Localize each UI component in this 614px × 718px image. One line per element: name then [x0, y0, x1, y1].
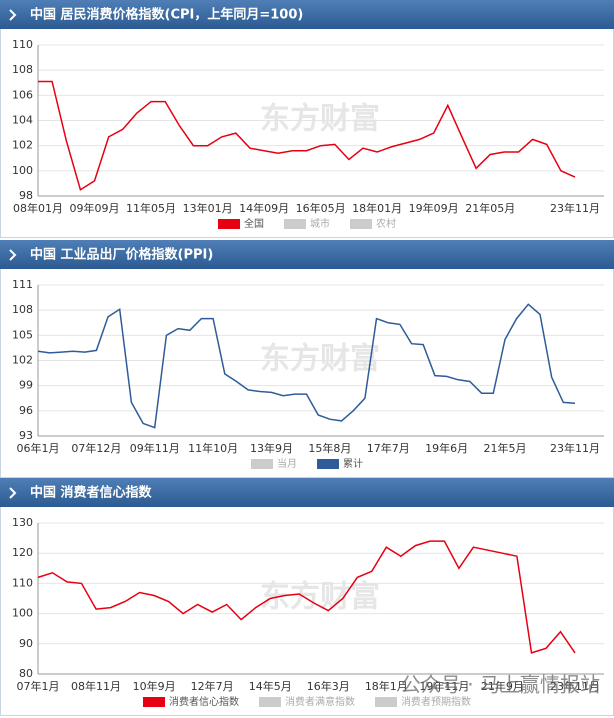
watermark: 东方财富 [260, 102, 380, 137]
panel-title: 中国 工业品出厂价格指数(PPI) [30, 247, 213, 263]
y-tick-label: 130 [12, 516, 33, 529]
x-tick-label: 17年7月 [367, 441, 410, 455]
y-tick-label: 102 [12, 139, 33, 152]
y-tick-label: 110 [12, 576, 33, 589]
x-tick-label: 15年8月 [308, 441, 351, 455]
y-tick-label: 108 [12, 303, 33, 316]
x-tick-label: 09年09月 [70, 201, 120, 215]
x-tick-label: 23年11月 [550, 201, 600, 215]
x-tick-label: 16年3月 [307, 679, 350, 693]
x-tick-label: 07年1月 [17, 679, 60, 693]
x-tick-label: 12年7月 [191, 679, 234, 693]
panel-title: 中国 消费者信心指数 [30, 485, 153, 501]
x-tick-label: 18年1月 [365, 679, 408, 693]
header-chevron [9, 249, 17, 261]
legend: 当月 累计 [251, 457, 363, 470]
legend-swatch [375, 697, 397, 707]
y-tick-label: 102 [12, 354, 33, 367]
legend-label: 当月 [277, 457, 297, 470]
y-tick-label: 96 [19, 404, 33, 417]
y-tick-label: 90 [19, 637, 33, 650]
series-line [37, 303, 576, 429]
series-line [37, 540, 576, 654]
y-tick-label: 111 [12, 278, 33, 291]
x-tick-label: 13年9月 [250, 441, 293, 455]
x-tick-label: 21年05月 [465, 201, 515, 215]
y-tick-label: 100 [12, 607, 33, 620]
legend-label: 全国 [244, 217, 264, 230]
x-tick-label: 23年11月 [550, 679, 600, 693]
panel-header [0, 240, 614, 269]
legend-swatch [218, 219, 240, 229]
panel-header [0, 0, 614, 29]
legend-label: 农村 [376, 217, 396, 230]
legend-swatch [143, 697, 165, 707]
x-tick-label: 06年1月 [17, 441, 60, 455]
x-tick-label: 10年9月 [133, 679, 176, 693]
legend-label: 消费者预期指数 [401, 695, 471, 708]
legend-label: 消费者满意指数 [285, 695, 355, 708]
y-tick-label: 100 [12, 164, 33, 177]
x-tick-label: 07年12月 [71, 441, 121, 455]
series-line [38, 80, 576, 191]
x-tick-label: 08年01月 [13, 201, 63, 215]
x-tick-label: 09年11月 [130, 441, 180, 455]
y-tick-label: 98 [19, 189, 33, 202]
legend-swatch [284, 219, 306, 229]
x-tick-label: 11年05月 [126, 201, 176, 215]
x-tick-label: 14年09月 [239, 201, 289, 215]
legend: 消费者信心指数 消费者满意指数 消费者预期指数 [143, 695, 471, 708]
legend-swatch [317, 459, 339, 469]
watermark: 东方财富 [260, 342, 380, 377]
header-chevron [9, 487, 17, 499]
legend-swatch [350, 219, 372, 229]
x-tick-label: 13年01月 [183, 201, 233, 215]
legend: 全国 城市 农村 [218, 217, 396, 230]
x-tick-label: 11年10月 [188, 441, 238, 455]
x-tick-label: 08年11月 [71, 679, 121, 693]
y-tick-label: 93 [19, 429, 33, 442]
y-tick-label: 104 [12, 114, 33, 127]
x-tick-label: 16年05月 [296, 201, 346, 215]
x-tick-label: 19年09月 [409, 201, 459, 215]
footer-watermark: 公众号 · 马上赢情报站 [401, 673, 600, 697]
legend-label: 累计 [343, 457, 363, 470]
x-tick-label: 23年11月 [550, 441, 600, 455]
legend-label: 消费者信心指数 [169, 695, 239, 708]
x-tick-label: 18年01月 [352, 201, 402, 215]
header-chevron [9, 9, 17, 21]
panel-header [0, 478, 614, 507]
y-tick-label: 80 [19, 667, 33, 680]
x-tick-label: 21年9月 [481, 679, 524, 693]
legend-swatch [251, 459, 273, 469]
y-tick-label: 99 [19, 379, 33, 392]
panel-title: 中国 居民消费价格指数(CPI，上年同月=100) [30, 7, 303, 23]
y-tick-label: 108 [12, 63, 33, 76]
y-tick-label: 120 [12, 546, 33, 559]
y-tick-label: 105 [12, 328, 33, 341]
x-tick-label: 14年5月 [249, 679, 292, 693]
x-tick-label: 19年6月 [425, 441, 468, 455]
x-tick-label: 21年5月 [483, 441, 526, 455]
x-tick-label: 19年11月 [419, 679, 469, 693]
legend-label: 城市 [310, 217, 330, 230]
y-tick-label: 106 [12, 88, 33, 101]
y-tick-label: 110 [12, 38, 33, 51]
legend-swatch [259, 697, 281, 707]
